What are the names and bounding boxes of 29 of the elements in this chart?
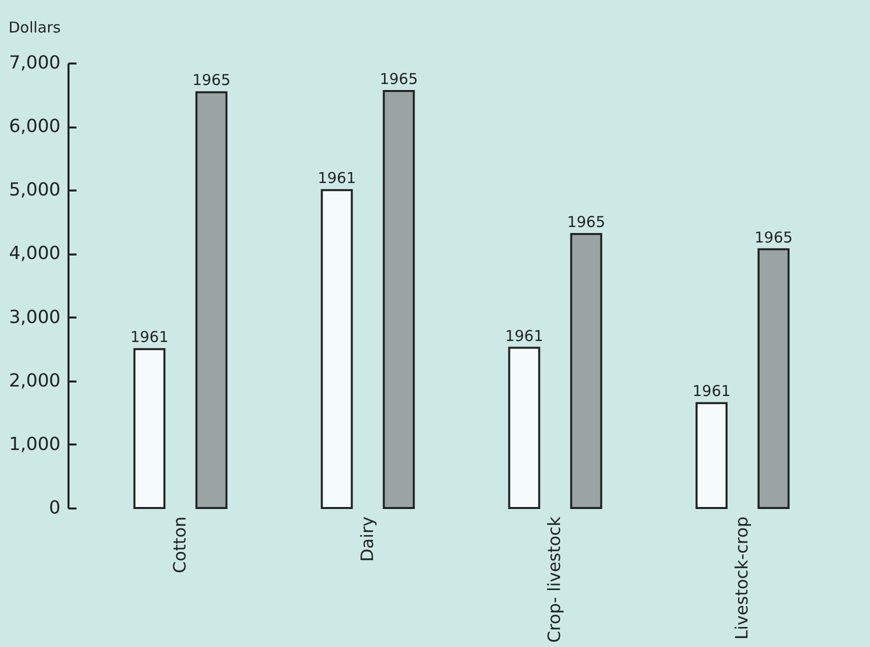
- y-tick-label: 5,000: [8, 180, 60, 201]
- text: 1965: [754, 228, 793, 246]
- x-tick-label: Cotton: [170, 516, 190, 574]
- y-axis-title: Dollars: [8, 18, 61, 36]
- bar: [758, 248, 790, 509]
- y-tick-label: 6,000: [8, 116, 60, 138]
- bar: [133, 348, 166, 509]
- series-label: 1961: [130, 328, 169, 346]
- x-tick-label: Livestock-crop: [732, 516, 753, 640]
- y-tick-label: 3,000: [8, 306, 60, 328]
- bar: [570, 233, 602, 509]
- y-tick-label: 7,000: [8, 52, 60, 74]
- y-tick-label: 4,000: [8, 243, 60, 264]
- text: 1961: [318, 169, 356, 188]
- x-tick-label: Dairy: [358, 516, 378, 562]
- text: 1961: [692, 382, 731, 400]
- y-tick-label: 1,000: [8, 434, 60, 455]
- bar: [696, 402, 728, 509]
- x-tick-label: Crop- livestock: [545, 516, 566, 643]
- bar: [195, 91, 228, 509]
- bar: [508, 346, 540, 509]
- y-tick-label: 2,000: [8, 370, 60, 392]
- bar: [382, 90, 415, 509]
- text: 1961: [505, 326, 544, 345]
- text: 1965: [380, 70, 418, 88]
- series-label: 1965: [192, 71, 231, 90]
- y-tick-label: 0: [49, 498, 60, 518]
- text: 1965: [567, 213, 606, 232]
- bar: [320, 189, 353, 509]
